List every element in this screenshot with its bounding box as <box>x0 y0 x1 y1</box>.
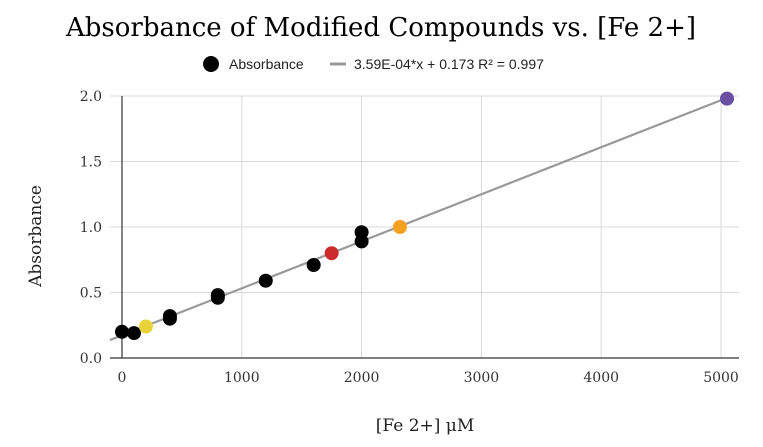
data-point <box>138 319 153 334</box>
chart-title: Absorbance of Modified Compounds vs. [Fe… <box>65 13 696 43</box>
data-point <box>162 311 177 326</box>
data-point <box>354 234 369 249</box>
axes <box>110 96 739 359</box>
x-tick-label: 4000 <box>583 370 619 386</box>
x-tick-label: 0 <box>118 370 127 386</box>
legend-marker-absorbance <box>203 56 219 72</box>
x-tick-label: 2000 <box>344 370 380 386</box>
data-point <box>392 220 407 234</box>
legend-label-absorbance: Absorbance <box>229 56 304 72</box>
trendline <box>109 96 728 342</box>
trendline-layer <box>109 96 728 342</box>
y-tick-label: 1.0 <box>80 220 102 236</box>
data-point <box>720 91 735 106</box>
data-point <box>324 246 339 261</box>
data-point <box>258 273 273 288</box>
data-point <box>306 257 321 272</box>
y-tick-label: 0.0 <box>80 351 102 367</box>
legend: Absorbance 3.59E-04*x + 0.173 R² = 0.997 <box>203 56 544 72</box>
tick-labels: 0.0 0.5 1.0 1.5 2.0 0 1000 2000 3000 4000 5000 <box>80 89 739 386</box>
x-tick-label: 1000 <box>224 370 260 386</box>
data-point <box>126 326 141 341</box>
gridlines <box>110 95 739 358</box>
y-tick-label: 1.5 <box>80 155 102 171</box>
data-points <box>114 91 735 341</box>
y-tick-label: 2.0 <box>80 89 102 105</box>
data-point <box>210 290 225 305</box>
data-point <box>114 324 129 339</box>
x-axis-label: [Fe 2+] μM <box>376 416 475 436</box>
x-tick-label: 5000 <box>703 370 739 386</box>
y-tick-label: 0.5 <box>80 286 102 302</box>
y-axis-label: Absorbance <box>26 185 46 288</box>
legend-label-trendline: 3.59E-04*x + 0.173 R² = 0.997 <box>354 56 544 72</box>
x-tick-label: 3000 <box>464 370 500 386</box>
